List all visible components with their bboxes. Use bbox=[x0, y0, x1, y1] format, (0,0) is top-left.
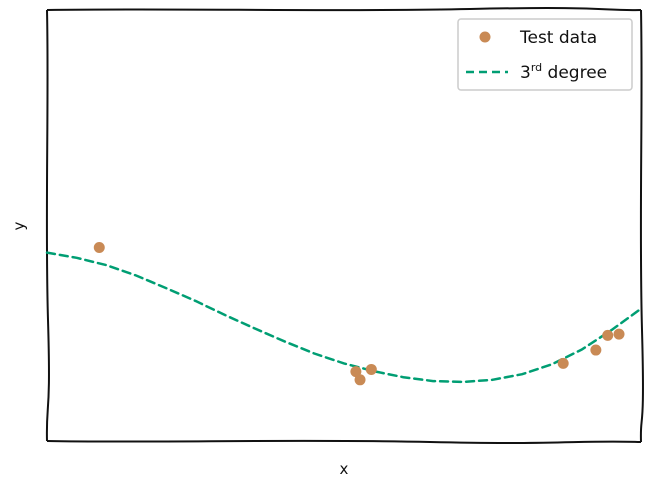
x-axis-label: x bbox=[340, 460, 349, 478]
test-data-point-7 bbox=[602, 329, 614, 341]
legend-label-test-data: Test data bbox=[519, 28, 597, 48]
legend-label-prefix: 3 bbox=[520, 63, 531, 83]
test-data-point-8 bbox=[613, 328, 625, 340]
legend: Test data 3rd degree bbox=[457, 18, 633, 91]
test-data-point-2 bbox=[350, 366, 362, 378]
plot-frame bbox=[45, 7, 644, 444]
test-data-point-1 bbox=[93, 241, 105, 253]
plot-border-right bbox=[639, 9, 644, 443]
y-axis-label: y bbox=[10, 221, 28, 230]
test-data-point-4 bbox=[365, 363, 377, 375]
legend-box bbox=[457, 18, 633, 91]
plot-border-bottom bbox=[46, 439, 642, 444]
legend-label-3rd-degree: 3rd degree bbox=[520, 61, 607, 83]
plot-border-top bbox=[46, 7, 642, 12]
legend-label-suffix: degree bbox=[542, 63, 607, 83]
legend-marker-test-data bbox=[479, 31, 491, 43]
series-layer bbox=[45, 241, 643, 386]
fit-line-3rd-degree bbox=[45, 251, 643, 384]
test-data-point-3 bbox=[354, 374, 366, 386]
legend-label-superscript: rd bbox=[531, 61, 542, 74]
test-data-point-6 bbox=[590, 344, 602, 356]
plot-border-left bbox=[45, 9, 50, 442]
test-data-point-5 bbox=[557, 357, 569, 369]
